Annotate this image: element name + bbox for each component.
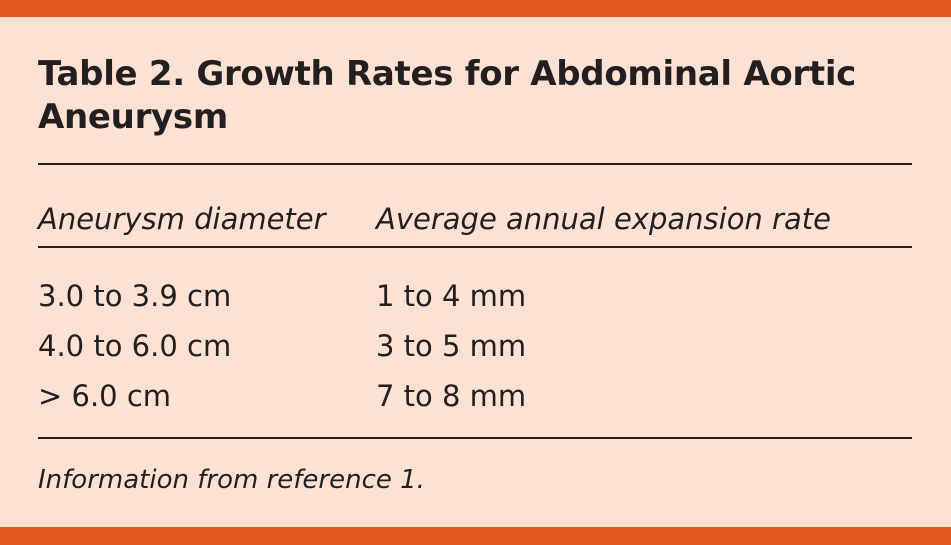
table-cell-diameter: > 6.0 cm: [38, 379, 172, 413]
top-accent-bar: [0, 0, 951, 17]
bottom-accent-bar: [0, 527, 951, 545]
column-header-diameter: Aneurysm diameter: [38, 202, 326, 236]
table-cell-rate: 7 to 8 mm: [376, 379, 527, 413]
table-cell-diameter: 4.0 to 6.0 cm: [38, 329, 232, 363]
title-divider: [38, 163, 912, 165]
header-divider: [38, 246, 912, 248]
table-cell-diameter: 3.0 to 3.9 cm: [38, 279, 232, 313]
body-divider: [38, 437, 912, 439]
table-cell-rate: 3 to 5 mm: [376, 329, 527, 363]
table-footnote: Information from reference 1.: [38, 465, 425, 495]
column-header-expansion-rate: Average annual expansion rate: [376, 202, 831, 236]
table-title: Table 2. Growth Rates for Abdominal Aort…: [38, 54, 857, 137]
table-cell-rate: 1 to 4 mm: [376, 279, 527, 313]
